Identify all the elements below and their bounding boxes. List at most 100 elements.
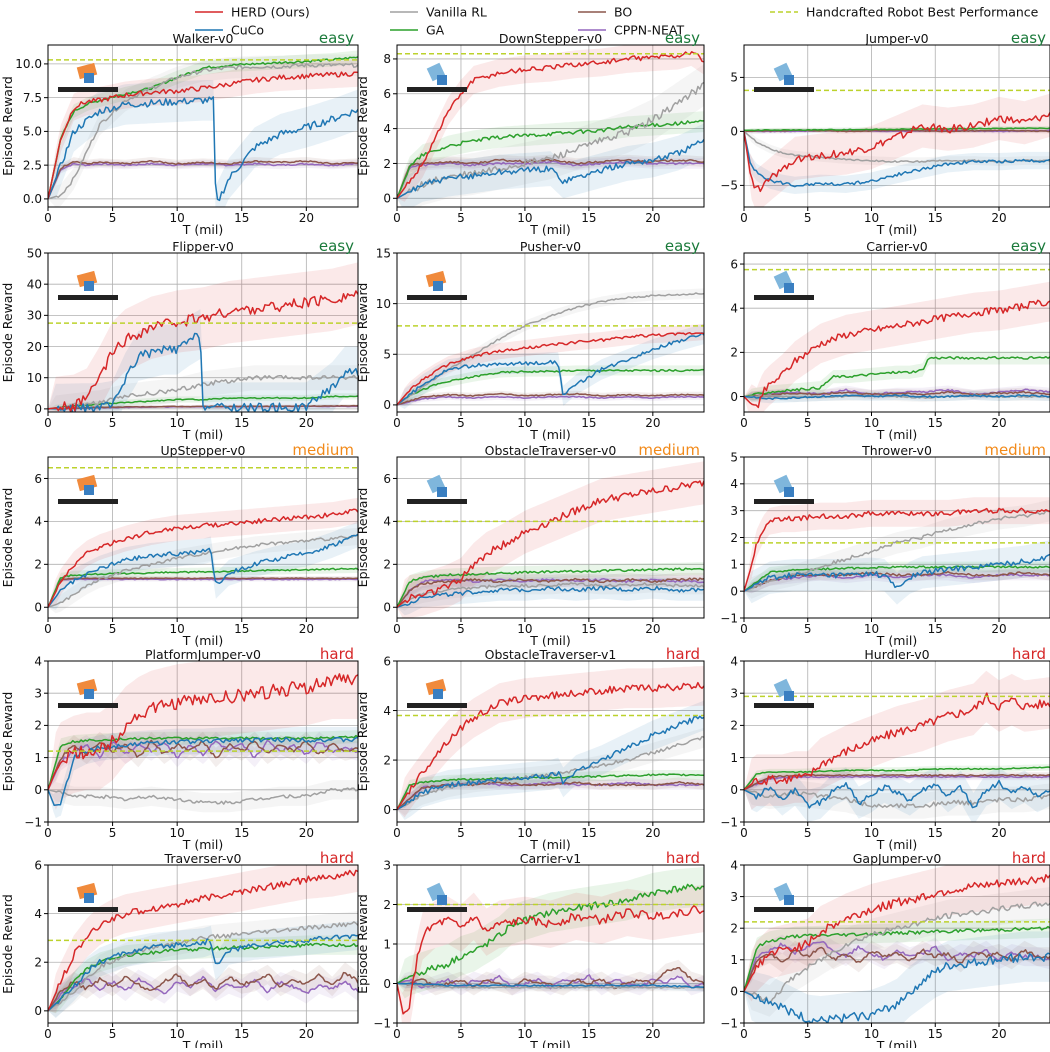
x-axis-label: T (mil) xyxy=(876,1038,918,1048)
y-tick-label: 6 xyxy=(34,472,42,486)
series-line xyxy=(48,332,358,412)
y-tick-label: 6 xyxy=(383,654,391,668)
series-band xyxy=(397,288,704,405)
series-line xyxy=(397,582,704,608)
series-line xyxy=(48,374,358,410)
y-tick-label: 0 xyxy=(730,783,738,797)
panel-title: DownStepper-v0 xyxy=(499,31,602,46)
y-tick-label: 40 xyxy=(27,277,42,291)
x-axis-label: T (mil) xyxy=(529,222,571,237)
y-tick-label: 3 xyxy=(383,858,391,872)
x-tick-label: 20 xyxy=(645,622,660,636)
plot-area xyxy=(397,666,704,820)
difficulty-label: easy xyxy=(1011,237,1046,255)
x-tick-label: 5 xyxy=(804,826,812,840)
plot-area xyxy=(744,865,1050,1023)
y-tick-label: 0 xyxy=(383,601,391,615)
y-tick-label: 0 xyxy=(730,125,738,139)
y-axis-label: Episode Reward xyxy=(0,283,15,383)
y-tick-label: 6 xyxy=(383,472,391,486)
robot-part xyxy=(84,485,94,495)
series-line xyxy=(397,585,704,609)
robot-icon xyxy=(407,882,467,912)
panel: 0 5 10 15 20 0 5 10 15 Pusher-v0 easy T (mil) Episod… xyxy=(355,237,705,442)
series-line xyxy=(744,565,1050,592)
panel-title: Traverser-v0 xyxy=(164,851,242,866)
series-band xyxy=(397,45,704,202)
series-band xyxy=(48,80,358,207)
terrain xyxy=(58,295,118,300)
series-line xyxy=(744,779,1050,809)
x-tick-label: 20 xyxy=(991,416,1006,430)
x-tick-label: 5 xyxy=(804,416,812,430)
terrain xyxy=(58,87,118,92)
y-tick-label: 4 xyxy=(383,122,391,136)
series-line xyxy=(744,553,1050,592)
x-tick-label: 0 xyxy=(740,826,748,840)
robot-icon xyxy=(754,678,814,708)
terrain xyxy=(58,499,118,504)
series-line xyxy=(744,775,1050,791)
x-tick-label: 5 xyxy=(457,211,465,225)
series-line xyxy=(48,533,358,608)
y-tick-label: 4 xyxy=(34,515,42,529)
difficulty-label: easy xyxy=(319,29,354,47)
y-tick-label: 3 xyxy=(34,687,42,701)
plot-area xyxy=(48,262,358,412)
robot-part xyxy=(433,281,443,291)
y-tick-label: −5 xyxy=(720,179,738,193)
x-axis-label: T (mil) xyxy=(182,633,224,648)
x-tick-label: 15 xyxy=(928,416,943,430)
y-tick-label: −1 xyxy=(720,611,738,625)
axes-frame xyxy=(396,44,705,208)
series-line xyxy=(397,715,704,811)
y-axis-label: Episode Reward xyxy=(0,488,15,588)
y-tick-label: 4 xyxy=(383,704,391,718)
y-tick-label: 0 xyxy=(730,985,738,999)
robot-part xyxy=(433,689,443,699)
plot-area xyxy=(48,661,358,819)
legend-label: Vanilla RL xyxy=(426,5,487,20)
x-tick-label: 10 xyxy=(864,1027,879,1041)
panel-title: Hurdler-v0 xyxy=(864,647,929,662)
x-tick-label: 15 xyxy=(928,622,943,636)
series-line xyxy=(744,952,1050,1023)
panel: 0 5 10 15 20 0.0 2.5 5.0 7.5 10.0 Walker-v0 easy T (… xyxy=(0,29,359,237)
x-axis-label: T (mil) xyxy=(182,837,224,852)
x-tick-label: 5 xyxy=(109,826,117,840)
x-tick-label: 0 xyxy=(740,1027,748,1041)
y-tick-label: 0 xyxy=(730,390,738,404)
series-line xyxy=(744,131,1050,188)
y-tick-label: 7.5 xyxy=(23,91,42,105)
axes-frame xyxy=(47,660,359,823)
x-tick-label: 5 xyxy=(457,416,465,430)
y-tick-label: 2 xyxy=(383,157,391,171)
series-line xyxy=(744,789,1050,809)
series-band xyxy=(48,497,358,608)
series-line xyxy=(397,480,704,608)
y-tick-label: 0 xyxy=(383,398,391,412)
robot-part xyxy=(784,895,794,905)
legend-label: HERD (Ours) xyxy=(231,5,310,20)
x-axis-label: T (mil) xyxy=(876,222,918,237)
x-tick-label: 0 xyxy=(393,416,401,430)
series-band xyxy=(744,540,1050,605)
terrain xyxy=(58,703,118,708)
plot-area xyxy=(744,497,1050,605)
y-tick-label: 3 xyxy=(730,890,738,904)
y-tick-label: 2 xyxy=(730,346,738,360)
y-tick-label: 2 xyxy=(383,753,391,767)
x-tick-label: 20 xyxy=(645,211,660,225)
series-line xyxy=(397,139,704,199)
series-line xyxy=(397,982,704,989)
y-tick-label: 0 xyxy=(34,402,42,416)
series-band xyxy=(48,262,358,412)
series-line xyxy=(744,692,1050,791)
y-tick-label: 1 xyxy=(730,558,738,572)
y-tick-label: 0 xyxy=(34,1004,42,1018)
panel: 0 5 10 15 20 0 2 4 6 Traverser-v0 hard T (mil) Episo… xyxy=(0,849,359,1052)
y-tick-label: 5.0 xyxy=(23,125,42,139)
series-line xyxy=(397,577,704,608)
